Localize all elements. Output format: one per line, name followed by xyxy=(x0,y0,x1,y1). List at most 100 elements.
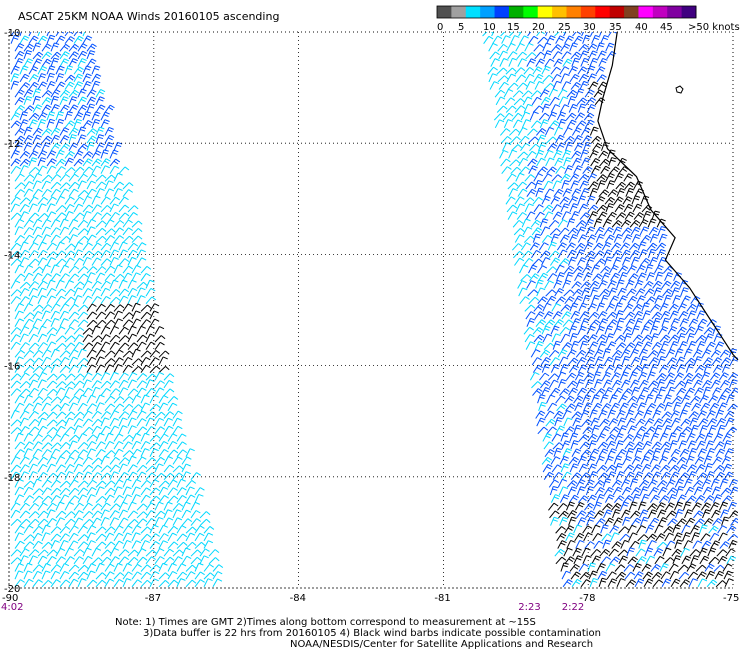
wind-barb xyxy=(194,525,205,534)
wind-barb xyxy=(695,564,707,572)
wind-barb xyxy=(185,448,195,457)
wind-barb xyxy=(689,417,699,427)
wind-barb xyxy=(586,387,597,396)
wind-barb xyxy=(726,555,737,565)
wind-barb xyxy=(676,387,687,396)
wind-barb xyxy=(588,471,598,480)
wind-barb xyxy=(675,380,686,389)
wind-barb xyxy=(587,303,597,312)
wind-barb xyxy=(23,95,33,106)
wind-barb xyxy=(23,303,34,312)
wind-barb xyxy=(86,58,97,67)
wind-barb xyxy=(520,274,532,282)
wind-barb xyxy=(633,212,645,220)
wind-barb xyxy=(645,555,656,565)
wind-barb xyxy=(588,440,597,450)
wind-barb xyxy=(109,464,120,473)
wind-barb xyxy=(534,51,545,60)
wind-barb xyxy=(592,142,603,152)
wind-barb xyxy=(540,380,551,389)
wind-barb xyxy=(59,264,70,274)
wind-barb xyxy=(50,487,62,496)
wind-barb xyxy=(720,357,732,366)
wind-barb xyxy=(676,518,687,526)
wind-barb xyxy=(588,311,600,320)
wind-barb xyxy=(591,555,601,565)
wind-barb xyxy=(95,142,105,151)
wind-barb xyxy=(109,417,120,427)
wind-barb xyxy=(59,226,70,236)
wind-barb xyxy=(212,564,224,572)
wind-barb xyxy=(55,149,65,159)
wind-barb xyxy=(694,364,706,373)
wind-barb xyxy=(534,81,544,90)
wind-barb xyxy=(127,556,139,565)
wind-barb xyxy=(537,394,546,404)
wind-barb xyxy=(46,118,55,128)
wind-barb xyxy=(549,96,560,106)
wind-barb xyxy=(639,509,649,519)
wind-barb xyxy=(523,103,533,113)
wind-barb xyxy=(41,90,53,98)
wind-barb xyxy=(631,493,641,503)
wind-barb xyxy=(131,433,141,442)
wind-barb xyxy=(595,493,605,503)
wind-barb xyxy=(46,72,55,83)
wind-barb xyxy=(660,340,670,350)
wind-barb xyxy=(657,355,667,366)
wind-barb xyxy=(86,579,98,588)
wind-barb xyxy=(59,533,70,542)
wind-barb xyxy=(131,302,141,312)
wind-barb xyxy=(641,463,652,473)
wind-barb xyxy=(612,486,623,496)
wind-barb xyxy=(679,579,690,588)
wind-barb xyxy=(50,533,62,542)
wind-barb xyxy=(595,388,606,396)
wind-barb xyxy=(615,440,625,450)
wind-barb xyxy=(729,356,738,366)
wind-barb xyxy=(562,149,572,159)
wind-barb xyxy=(674,478,684,488)
wind-barb xyxy=(693,356,703,366)
wind-barb xyxy=(64,547,74,557)
wind-barb xyxy=(113,181,125,190)
wind-barb xyxy=(140,265,152,274)
wind-barb xyxy=(104,450,116,458)
wind-barb xyxy=(580,579,591,588)
wind-barb xyxy=(19,257,29,266)
wind-barb xyxy=(19,464,30,473)
wind-barb xyxy=(625,447,635,457)
wind-barb xyxy=(176,433,187,442)
wind-barb xyxy=(559,326,571,335)
wind-barb xyxy=(82,426,94,435)
wind-barb xyxy=(624,342,636,350)
wind-barb xyxy=(172,417,183,427)
wind-barb xyxy=(127,342,139,350)
wind-barb xyxy=(100,472,112,481)
wind-barb xyxy=(176,441,187,450)
wind-barb xyxy=(641,334,653,343)
wind-barb xyxy=(127,510,138,519)
wind-barb xyxy=(505,196,516,205)
wind-barb xyxy=(500,158,511,167)
wind-barb xyxy=(518,157,528,167)
wind-barb xyxy=(609,525,620,534)
wind-barb xyxy=(109,371,119,381)
wind-barb xyxy=(666,357,678,366)
wind-barb xyxy=(555,165,566,174)
wind-barb xyxy=(565,403,576,412)
wind-barb xyxy=(140,272,151,282)
wind-barb xyxy=(64,32,74,37)
wind-barb xyxy=(68,265,80,274)
wind-barb xyxy=(620,349,631,358)
wind-barb xyxy=(149,578,159,588)
wind-barb xyxy=(557,219,568,228)
wind-barb xyxy=(578,495,589,503)
wind-barb xyxy=(32,564,44,572)
wind-barb xyxy=(640,387,650,396)
wind-barb xyxy=(50,57,59,67)
wind-barb xyxy=(721,516,730,526)
wind-barb xyxy=(550,233,560,243)
wind-barb xyxy=(64,167,76,175)
wind-barb xyxy=(502,142,512,151)
